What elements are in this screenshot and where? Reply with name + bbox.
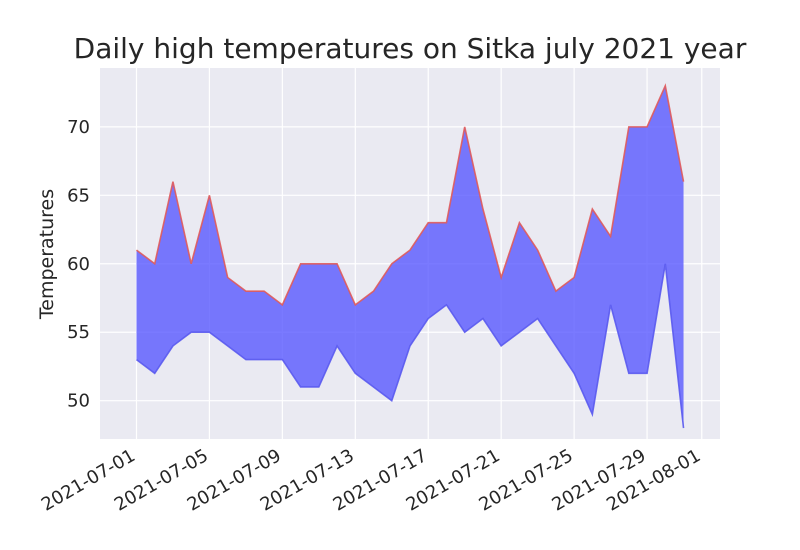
y-axis-label: Temperatures	[36, 189, 58, 320]
low-series-line	[135, 263, 685, 429]
y-tick-label: 70	[67, 117, 90, 138]
x-axis-ticks: 2021-07-012021-07-052021-07-092021-07-13…	[38, 445, 704, 515]
high-series-line	[135, 83, 685, 307]
y-tick-label: 55	[67, 322, 90, 343]
fill-between-area	[136, 85, 684, 429]
chart-title: Daily high temperatures on Sitka july 20…	[74, 32, 747, 65]
y-tick-label: 50	[67, 391, 90, 412]
y-axis-ticks: 50 55 60 65 70	[67, 117, 90, 412]
temperature-range-fill	[136, 85, 684, 429]
y-tick-label: 60	[67, 254, 90, 275]
y-tick-label: 65	[67, 185, 90, 206]
series-lines	[135, 83, 685, 429]
